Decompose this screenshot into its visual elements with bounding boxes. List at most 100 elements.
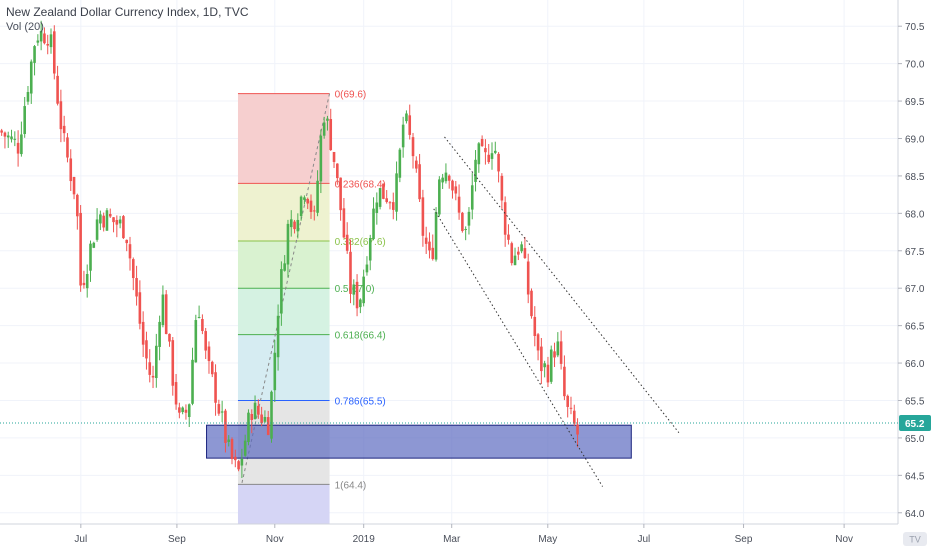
candle-body [349,251,352,294]
candle-body [391,202,395,210]
candle-body [85,274,89,289]
last-price-badge [899,414,931,431]
fib-level-label: 0.618(66.4) [335,331,386,342]
candle-body [342,208,346,238]
price-tick-label: 65.0 [905,434,925,445]
candle-body [46,44,50,46]
candle-body [447,175,451,181]
candle-body [250,413,254,421]
candle-body [234,456,237,461]
candle-body [352,284,356,295]
candle-body [128,244,132,259]
candle-body [510,243,514,264]
candle-body [296,219,300,232]
candle-body [69,158,73,182]
candle-body [135,278,138,297]
candle-body [33,46,36,63]
price-tick-label: 68.5 [905,172,925,183]
candle-body [299,196,303,216]
candle-body [520,244,523,252]
candle-body [375,202,379,213]
candle-body [263,416,267,422]
candle-body [415,160,418,169]
candle-body [444,172,448,182]
candle-body [6,135,10,138]
svg-text:TV: TV [909,535,921,545]
candle-body [125,239,129,244]
price-tick-label: 69.0 [905,134,925,145]
fib-level-label: 0(69.6) [335,90,367,101]
candle-body [145,340,148,359]
channel-upper-line [444,136,680,433]
candle-body [197,317,201,319]
candle-body [378,188,382,207]
candle-body [559,341,563,364]
candle-body [273,352,277,391]
candle-body [217,404,221,414]
candle-body [164,294,168,335]
candle-body [480,138,484,147]
candle-body [178,407,181,413]
candle-body [204,331,207,351]
volume-label: Vol (20) [6,21,44,33]
fib-level-label: 0.786(65.5) [335,396,386,407]
candle-body [553,351,556,358]
candle-body [526,261,530,295]
candle-body [210,361,214,375]
candle-body [266,417,270,436]
candle-body [184,409,188,413]
candle-body [122,216,125,239]
support-zone-box [206,424,632,459]
candle-body [151,375,155,378]
candle-body [408,115,412,135]
time-tick-label: May [538,534,557,545]
fib-band [237,93,330,184]
candle-body [253,402,257,419]
candle-body [441,177,444,183]
time-tick-label: Nov [266,534,284,545]
price-tick-label: 68.0 [905,209,925,220]
candle-body [438,179,441,215]
candle-body [89,243,92,271]
candle-body [461,212,464,231]
candle-body [345,234,349,251]
candle-body [493,150,497,153]
candle-body [474,159,477,182]
candle-body [118,219,122,224]
candle-body [336,163,339,179]
candle-body [563,366,566,397]
candle-body [108,213,112,217]
candle-body [487,154,491,163]
candle-body [401,124,405,148]
candle-body [29,61,33,94]
candle-body [39,30,43,42]
candle-body [517,251,520,255]
candle-body [138,292,142,324]
tradingview-logo-icon: TV [903,532,927,546]
candle-body [43,33,46,44]
time-tick-label: Mar [443,534,461,545]
candle-body [319,135,323,182]
fib-level-label: 0.382(67.6) [335,237,386,248]
candle-body [115,219,119,225]
candle-body [339,177,342,211]
candle-body [26,92,30,102]
candle-body [227,439,231,442]
candle-body [62,125,66,134]
candle-body [131,259,135,279]
price-tick-label: 67.0 [905,284,925,295]
candle-body [309,200,313,212]
fib-band [237,288,330,335]
fib-band [237,334,330,401]
price-tick-label: 70.5 [905,22,925,33]
time-tick-label: Sep [735,534,753,545]
candle-body [49,34,53,48]
candle-body [92,242,96,248]
price-tick-label: 64.0 [905,509,925,520]
candle-body [0,130,3,133]
candle-body [388,202,392,204]
candle-body [260,414,263,424]
price-tick-label: 65.5 [905,396,925,407]
candle-body [372,208,375,240]
